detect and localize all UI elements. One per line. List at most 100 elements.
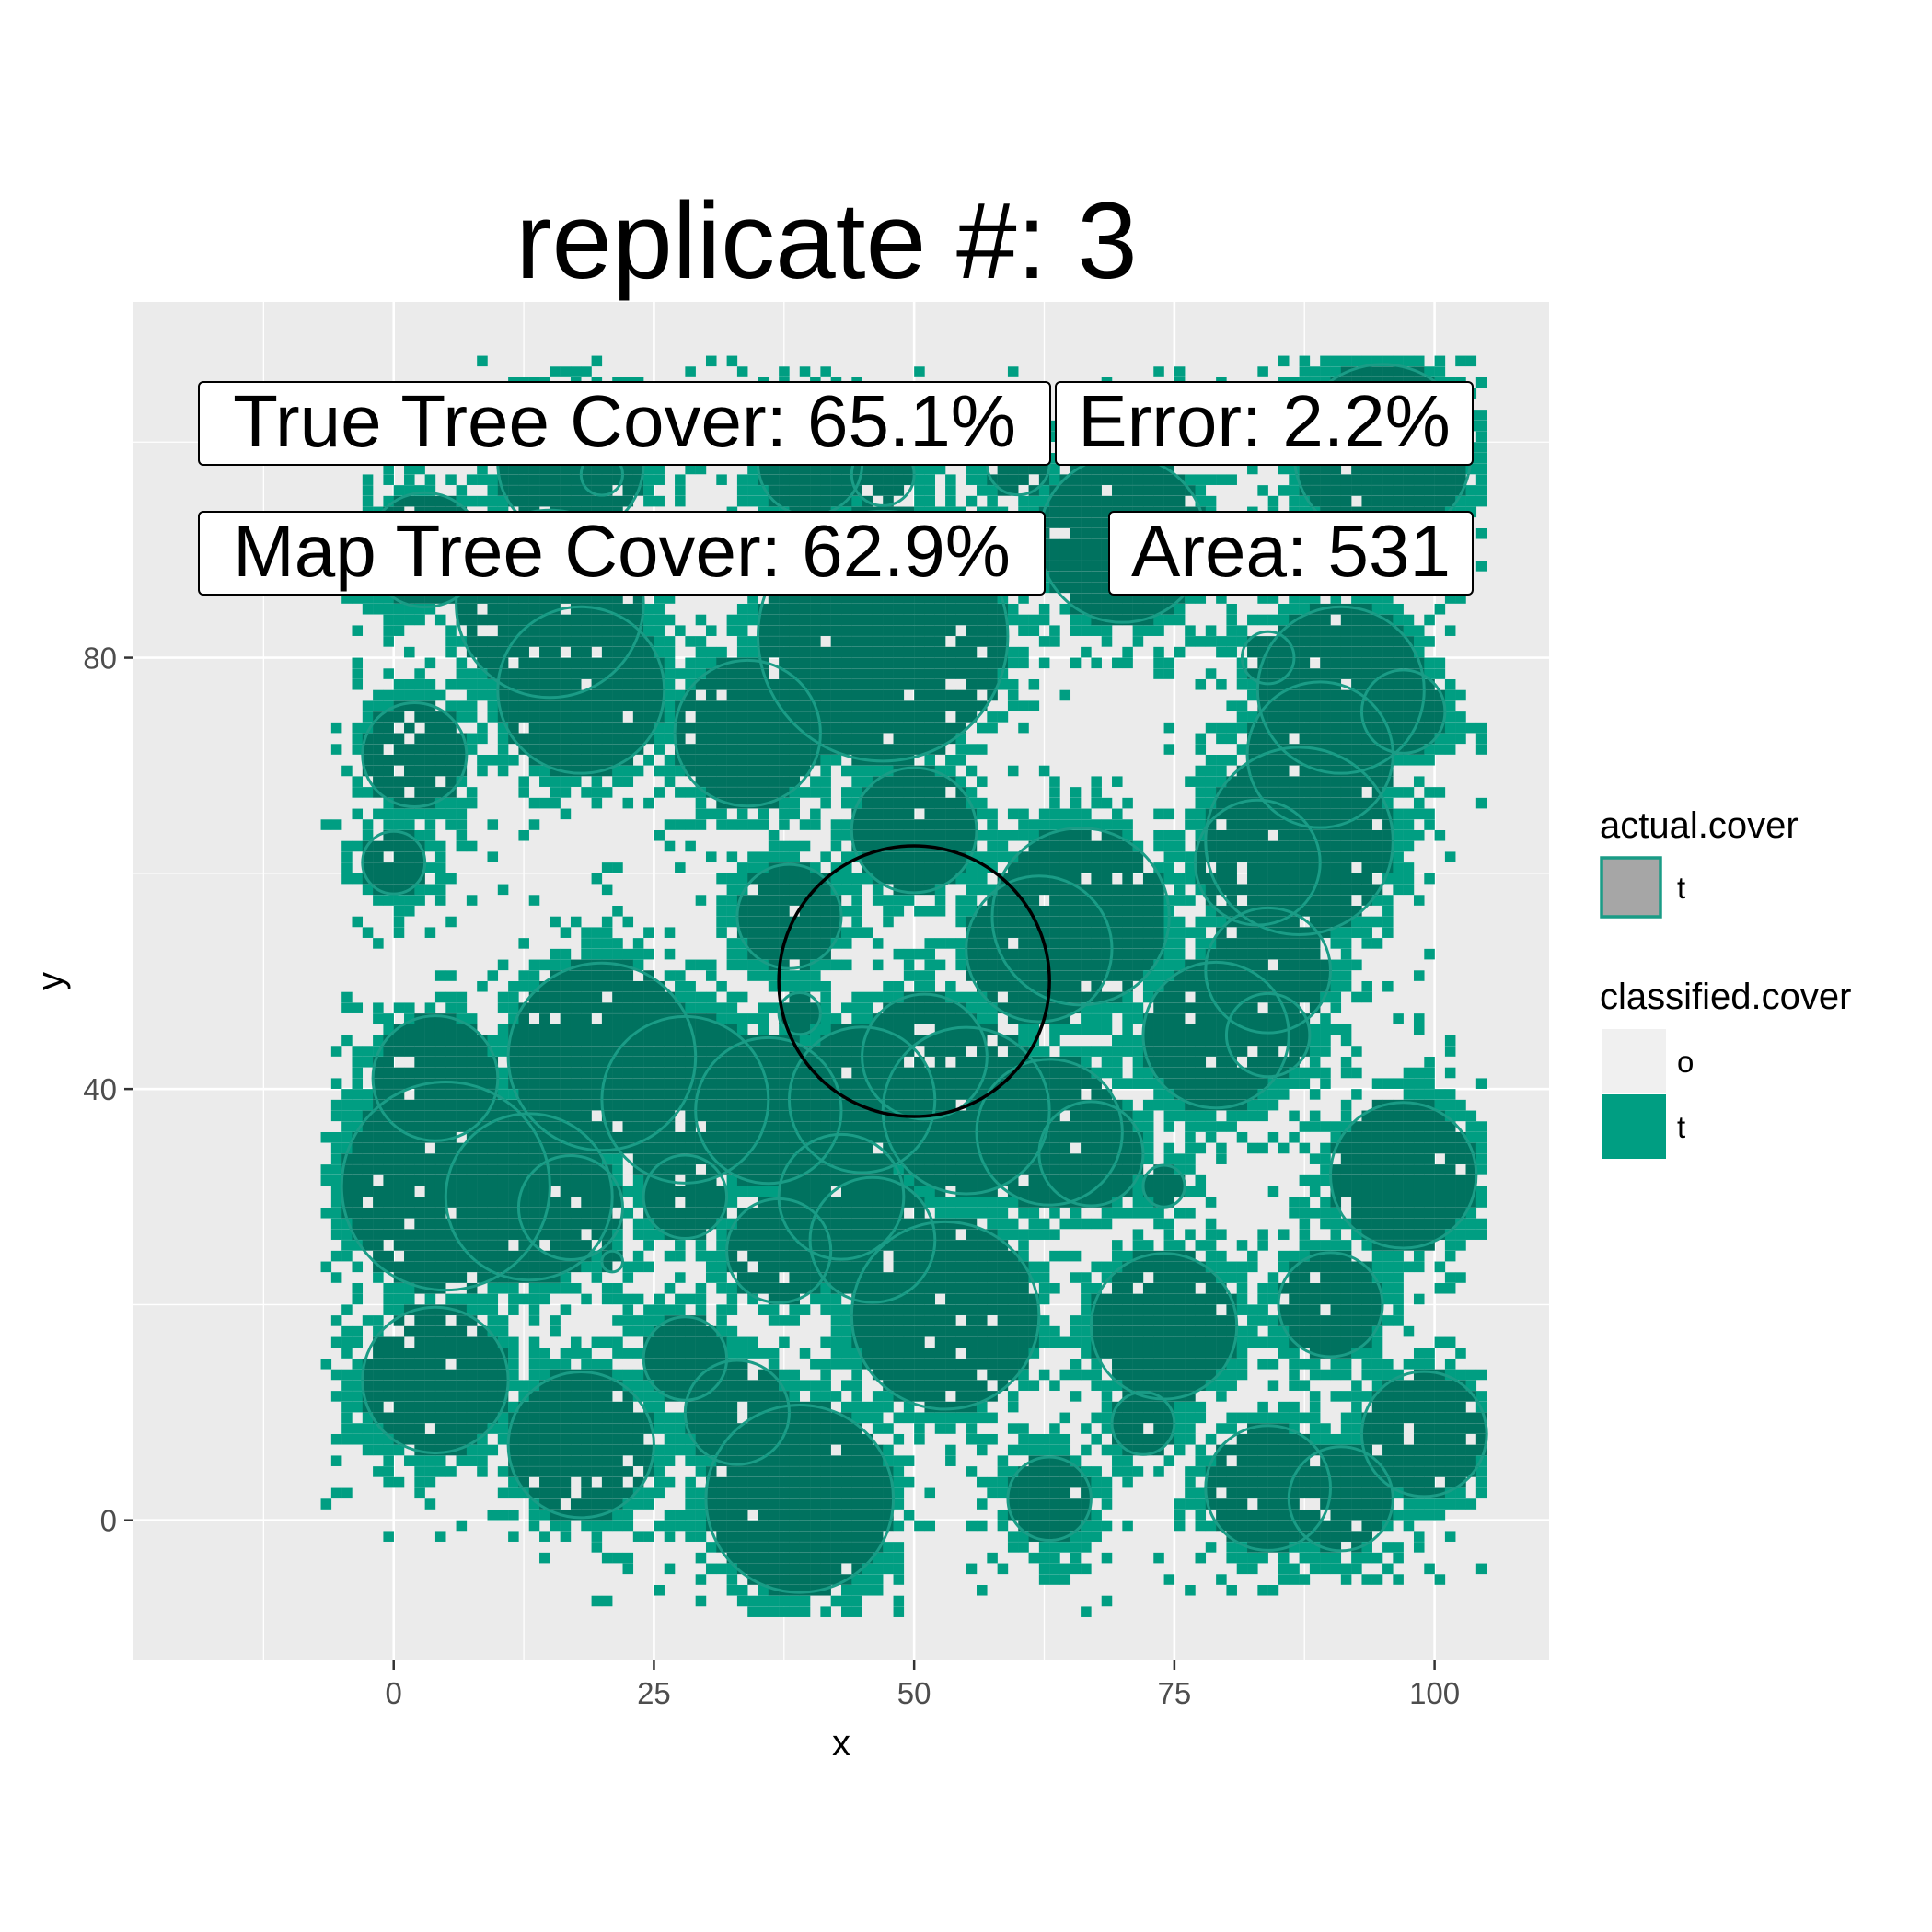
classified-cell bbox=[820, 1498, 831, 1510]
classified-cell bbox=[601, 765, 613, 777]
classified-cell bbox=[903, 1142, 915, 1154]
classified-cell bbox=[362, 711, 374, 723]
classified-cell bbox=[404, 1121, 415, 1132]
classified-cell bbox=[851, 1487, 862, 1499]
classified-cell bbox=[966, 1186, 978, 1197]
classified-cell bbox=[383, 1099, 394, 1111]
classified-cell bbox=[768, 1498, 780, 1510]
classified-cell bbox=[924, 938, 936, 949]
classified-cell bbox=[883, 1498, 894, 1510]
classified-cell bbox=[434, 1174, 446, 1186]
classified-cell bbox=[768, 840, 780, 852]
classified-cell bbox=[456, 1174, 468, 1186]
classified-cell bbox=[581, 1240, 592, 1251]
classified-cell bbox=[528, 1099, 540, 1111]
classified-cell bbox=[373, 700, 384, 711]
classified-cell bbox=[955, 1293, 966, 1305]
classified-cell bbox=[830, 959, 842, 971]
classified-cell bbox=[872, 1186, 884, 1197]
classified-cell bbox=[903, 711, 915, 723]
classified-cell bbox=[830, 1121, 842, 1132]
classified-cell bbox=[810, 1197, 821, 1208]
classified-cell bbox=[632, 657, 644, 669]
classified-cell bbox=[487, 689, 499, 701]
classified-cell bbox=[747, 927, 758, 938]
classified-cell bbox=[903, 1315, 915, 1326]
classified-cell bbox=[414, 755, 425, 766]
classified-cell bbox=[622, 1089, 634, 1100]
classified-cell bbox=[508, 981, 519, 992]
classified-cell bbox=[528, 1132, 540, 1143]
classified-cell bbox=[404, 1174, 415, 1186]
classified-cell bbox=[466, 604, 478, 615]
classified-cell bbox=[779, 1369, 790, 1381]
classified-cell bbox=[518, 981, 529, 992]
classified-cell bbox=[581, 1186, 592, 1197]
classified-cell bbox=[945, 1229, 956, 1240]
classified-cell bbox=[747, 938, 758, 949]
classified-cell bbox=[320, 1208, 332, 1219]
classified-cell bbox=[779, 765, 790, 777]
classified-cell bbox=[789, 776, 800, 787]
classified-cell bbox=[705, 1325, 717, 1337]
classified-cell bbox=[862, 1498, 873, 1510]
classified-cell bbox=[643, 1304, 654, 1315]
classified-cell bbox=[456, 744, 468, 755]
classified-cell bbox=[539, 593, 550, 604]
classified-cell bbox=[934, 808, 946, 820]
classified-cell bbox=[955, 906, 966, 917]
classified-cell bbox=[924, 1013, 936, 1024]
classified-cell bbox=[955, 1142, 966, 1154]
classified-cell bbox=[539, 1401, 550, 1413]
classified-cell bbox=[789, 1531, 800, 1542]
classified-cell bbox=[820, 657, 831, 669]
classified-cell bbox=[487, 1208, 499, 1219]
classified-cell bbox=[424, 1057, 436, 1068]
classified-cell bbox=[654, 1142, 665, 1154]
classified-cell bbox=[550, 700, 561, 711]
classified-cell bbox=[466, 1153, 478, 1164]
classified-cell bbox=[924, 1412, 936, 1424]
classified-cell bbox=[528, 1283, 540, 1294]
classified-cell bbox=[768, 744, 780, 755]
classified-cell bbox=[716, 1186, 727, 1197]
classified-cell bbox=[591, 991, 603, 1003]
classified-cell bbox=[799, 1476, 811, 1488]
classified-cell bbox=[810, 1099, 821, 1111]
classified-cell bbox=[883, 1218, 894, 1230]
classified-cell bbox=[404, 862, 415, 873]
classified-cell bbox=[736, 1057, 748, 1068]
classified-cell bbox=[893, 689, 905, 701]
classified-cell bbox=[799, 733, 811, 745]
classified-cell bbox=[456, 1325, 468, 1337]
classified-cell bbox=[830, 733, 842, 745]
classified-cell bbox=[799, 1002, 811, 1013]
classified-cell bbox=[716, 1434, 727, 1445]
classified-cell bbox=[539, 1293, 550, 1305]
classified-cell bbox=[497, 1325, 509, 1337]
classified-cell bbox=[695, 1240, 707, 1251]
classified-cell bbox=[404, 1261, 415, 1273]
classified-cell bbox=[373, 722, 384, 734]
classified-cell bbox=[341, 1434, 353, 1445]
classified-cell bbox=[477, 1434, 488, 1445]
classified-cell bbox=[581, 1057, 592, 1068]
classified-cell bbox=[383, 1434, 394, 1445]
classified-cell bbox=[830, 1487, 842, 1499]
classified-cell bbox=[466, 689, 478, 701]
classified-cell bbox=[685, 1359, 696, 1370]
classified-cell bbox=[434, 1325, 446, 1337]
classified-cell bbox=[705, 1380, 717, 1391]
classified-cell bbox=[591, 1412, 603, 1424]
classified-cell bbox=[841, 1401, 852, 1413]
classified-cell bbox=[893, 991, 905, 1003]
classified-cell bbox=[518, 1197, 529, 1208]
classified-cell bbox=[841, 1272, 852, 1283]
classified-cell bbox=[352, 776, 364, 787]
classified-cell bbox=[434, 733, 446, 745]
classified-cell bbox=[393, 593, 405, 604]
classified-cell bbox=[914, 948, 925, 960]
classified-cell bbox=[914, 1250, 925, 1262]
classified-cell bbox=[404, 1002, 415, 1013]
classified-cell bbox=[664, 1089, 676, 1100]
